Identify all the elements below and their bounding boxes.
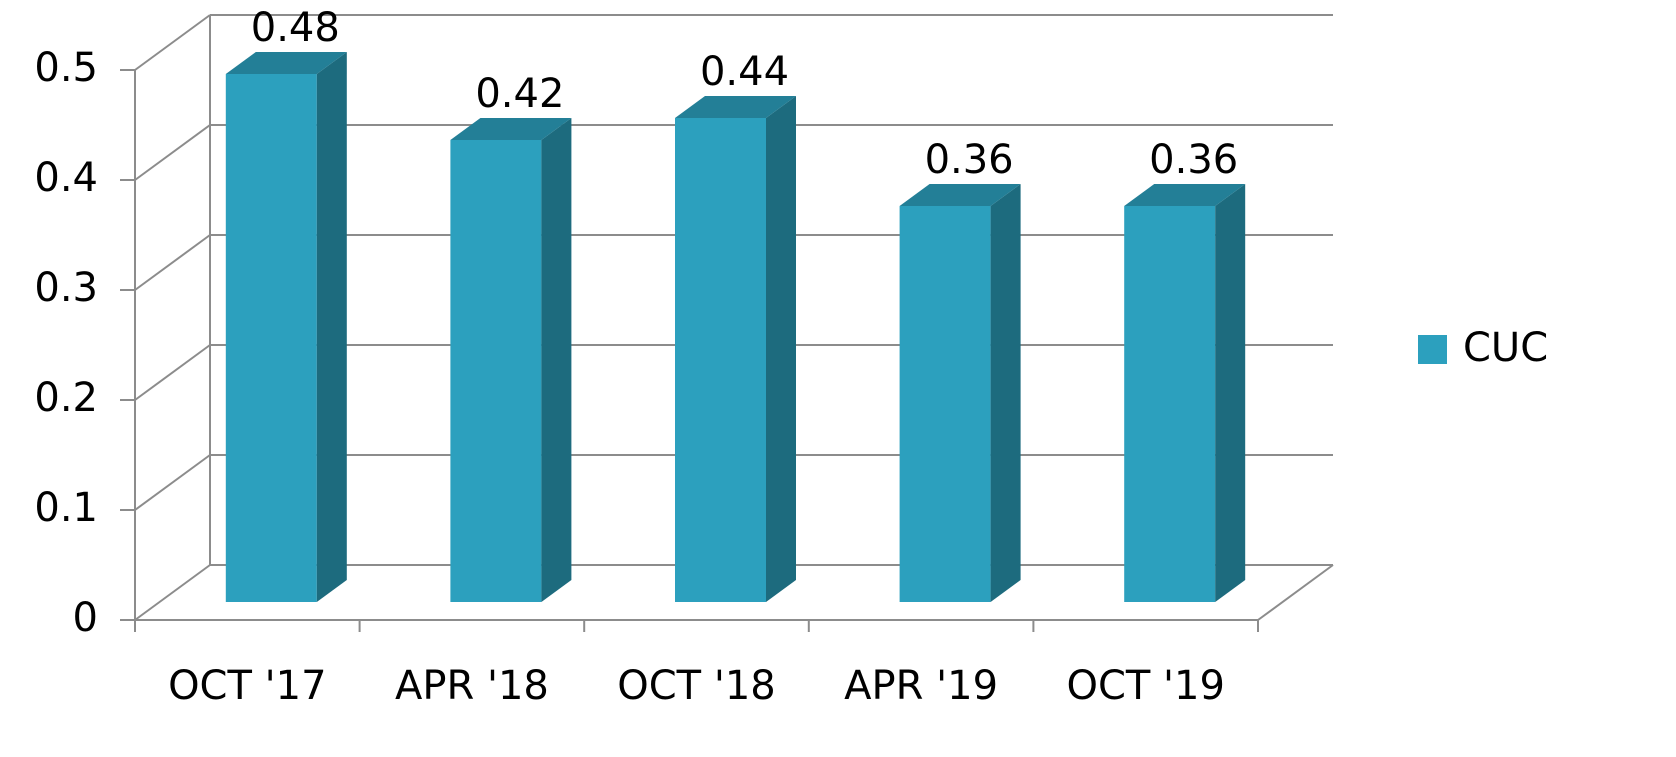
- y-tick-label: 0: [73, 595, 98, 641]
- data-label: 0.36: [925, 137, 1014, 183]
- x-tick-label: APR '18: [395, 663, 549, 709]
- x-tick-label: OCT '18: [617, 663, 775, 709]
- bar-top: [675, 96, 796, 118]
- bar-front: [450, 140, 542, 602]
- bar: [899, 184, 1021, 602]
- x-tick-label: OCT '17: [168, 663, 326, 709]
- legend: CUC: [1418, 325, 1548, 371]
- floor-edge: [1257, 564, 1334, 621]
- bar-top: [450, 118, 572, 140]
- y-tick-label: 0.2: [34, 375, 98, 421]
- data-label: 0.36: [1149, 137, 1238, 183]
- x-tick-label: OCT '19: [1066, 663, 1224, 709]
- bar-side: [1215, 184, 1246, 602]
- bar-top: [225, 52, 347, 74]
- grid-line: [134, 344, 211, 401]
- bar-front: [675, 118, 766, 602]
- legend-label: CUC: [1463, 325, 1548, 371]
- y-tick-label: 0.4: [34, 155, 98, 201]
- bar-side: [316, 52, 347, 602]
- bar-side: [766, 96, 796, 602]
- y-tick-label: 0.5: [34, 45, 98, 91]
- bar-front: [225, 74, 317, 602]
- bar: [675, 96, 796, 602]
- legend-swatch: [1418, 335, 1447, 364]
- bar: [1124, 184, 1246, 602]
- grid-line: [134, 564, 211, 621]
- data-label: 0.48: [251, 5, 340, 51]
- bar-side: [541, 118, 572, 602]
- bar: [225, 52, 347, 602]
- data-label: 0.42: [475, 71, 564, 117]
- x-tick-label: APR '19: [844, 663, 998, 709]
- bar-front: [1124, 206, 1216, 602]
- bar-top: [1124, 184, 1246, 206]
- y-tick-label: 0.1: [34, 485, 98, 531]
- bar-front: [899, 206, 991, 602]
- y-tick-label: 0.3: [34, 265, 98, 311]
- grid-line: [134, 124, 211, 181]
- grid-line: [134, 234, 211, 291]
- data-label: 0.44: [700, 49, 789, 95]
- bar-top: [899, 184, 1021, 206]
- bar: [450, 118, 572, 602]
- bar-side: [990, 184, 1021, 602]
- grid-line: [134, 454, 211, 511]
- grid-line: [134, 14, 211, 71]
